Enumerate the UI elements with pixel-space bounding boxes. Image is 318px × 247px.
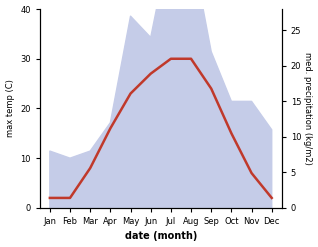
Y-axis label: med. precipitation (kg/m2): med. precipitation (kg/m2) xyxy=(303,52,313,165)
X-axis label: date (month): date (month) xyxy=(125,231,197,242)
Y-axis label: max temp (C): max temp (C) xyxy=(5,80,15,137)
